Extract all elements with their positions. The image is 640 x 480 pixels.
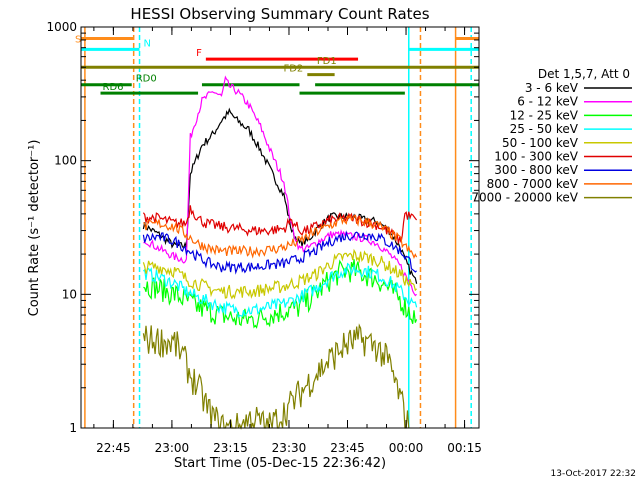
flag-bars: S N F FD1 FD2 RD0 RD6 bbox=[75, 35, 479, 95]
legend-label-1: 6 - 12 keV bbox=[517, 95, 579, 109]
x-tick-label-3: 23:30 bbox=[272, 441, 307, 455]
x-tick-label-0: 22:45 bbox=[96, 441, 131, 455]
plot-frame bbox=[80, 26, 480, 429]
flag-label-n: N bbox=[144, 38, 151, 49]
series-line-3 bbox=[142, 262, 418, 319]
flag-label-saa: S bbox=[75, 35, 81, 46]
series-line-8 bbox=[142, 323, 410, 430]
footer-date: 13-Oct-2017 22:32 bbox=[551, 469, 636, 479]
flag-label-rd6: RD6 bbox=[103, 82, 124, 93]
x-tick-label-4: 23:45 bbox=[330, 441, 365, 455]
series-line-7 bbox=[142, 213, 418, 259]
legend-label-8: 7000 - 20000 keV bbox=[471, 191, 578, 205]
flag-label-rd0: RD0 bbox=[136, 74, 157, 85]
legend-label-4: 50 - 100 keV bbox=[502, 136, 579, 150]
series-lines bbox=[142, 75, 418, 430]
legend-label-3: 25 - 50 keV bbox=[510, 122, 579, 136]
legend-label-2: 12 - 25 keV bbox=[510, 108, 579, 122]
x-tick-label-6: 00:15 bbox=[447, 441, 482, 455]
legend-title: Det 1,5,7, Att 0 bbox=[538, 67, 630, 81]
y-tick-label-2: 100 bbox=[54, 154, 77, 168]
x-axis-label: Start Time (05-Dec-15 22:36:42) bbox=[174, 456, 386, 471]
legend-label-7: 800 - 7000 keV bbox=[487, 177, 579, 191]
series-line-4 bbox=[142, 248, 418, 300]
y-tick-label-1: 10 bbox=[62, 287, 77, 301]
legend-label-6: 300 - 800 keV bbox=[494, 163, 578, 177]
axes: 22:45 23:00 23:15 23:30 23:45 00:00 00:15 1 10 10… bbox=[46, 20, 481, 455]
flag-label-f: F bbox=[196, 48, 202, 59]
x-tick-label-2: 23:15 bbox=[213, 441, 248, 455]
series-line-1 bbox=[143, 75, 418, 297]
y-tick-label-0: 1 bbox=[69, 421, 77, 435]
x-tick-label-1: 23:00 bbox=[155, 441, 190, 455]
y-axis-label: Count Rate (s⁻¹ detector⁻¹) bbox=[27, 140, 42, 317]
x-tick-label-5: 00:00 bbox=[389, 441, 424, 455]
legend-label-5: 100 - 300 keV bbox=[494, 150, 578, 164]
series-line-6 bbox=[142, 230, 417, 275]
flag-label-fd1: FD1 bbox=[317, 56, 337, 67]
y-tick-label-3: 1000 bbox=[46, 20, 77, 34]
series-line-0 bbox=[142, 107, 418, 284]
flag-label-fd2: FD2 bbox=[283, 64, 303, 75]
chart-title: HESSI Observing Summary Count Rates bbox=[130, 5, 429, 23]
legend-label-0: 3 - 6 keV bbox=[525, 81, 579, 95]
